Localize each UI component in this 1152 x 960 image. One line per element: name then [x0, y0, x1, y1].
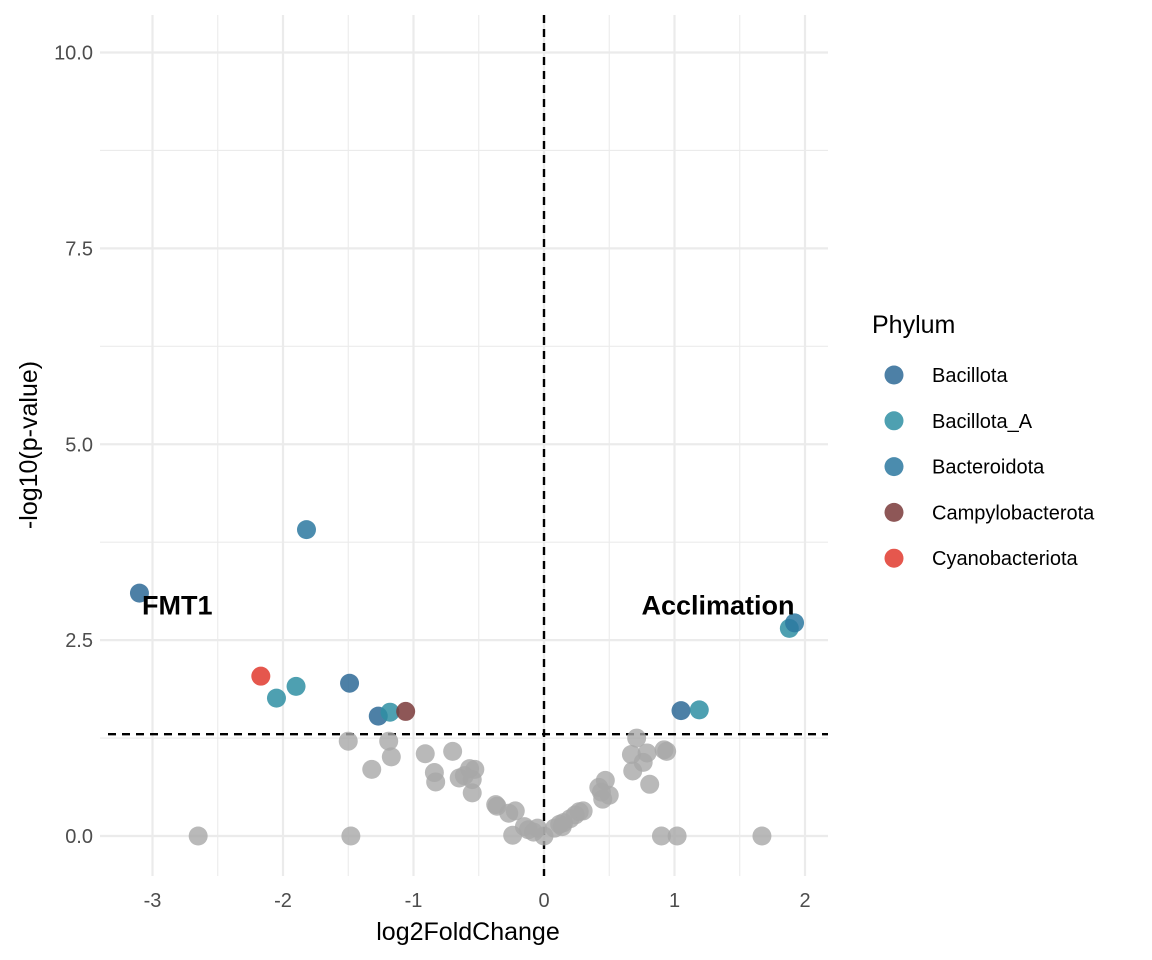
- y-tick-label: 10.0: [54, 43, 93, 65]
- point-bacillota-a: [689, 700, 709, 720]
- nonsignificant-point: [188, 826, 208, 846]
- point-bacillota-a: [380, 702, 400, 722]
- nonsignificant-point: [462, 783, 482, 803]
- point-bacteroidota: [785, 613, 805, 633]
- legend-key-bacillota-a: [884, 411, 904, 431]
- y-tick-label: 0.0: [65, 826, 93, 848]
- nonsignificant-point: [465, 759, 485, 779]
- nonsignificant-point: [362, 759, 382, 779]
- legend-label-campylobacterota: Campylobacterota: [932, 502, 1095, 524]
- annotations: FMT1 Acclimation: [142, 591, 795, 621]
- point-bacillota-a: [286, 676, 306, 696]
- x-axis-title: log2FoldChange: [376, 918, 559, 946]
- legend-label-cyanobacteriota: Cyanobacteriota: [932, 548, 1079, 570]
- y-tick-label: 2.5: [65, 630, 93, 652]
- x-tick-label: -3: [144, 890, 162, 912]
- nonsignificant-point: [637, 743, 657, 763]
- nonsignificant-point: [379, 731, 399, 751]
- threshold-lines: [108, 15, 828, 876]
- point-bacillota: [129, 583, 149, 603]
- y-tick-label: 5.0: [65, 434, 93, 456]
- nonsignificant-point: [595, 770, 615, 790]
- point-cyanobacteriota: [251, 666, 271, 686]
- point-bacillota: [340, 673, 360, 693]
- nonsignificant-point: [573, 801, 593, 821]
- nonsignificant-point: [338, 731, 358, 751]
- point-bacteroidota: [296, 520, 316, 540]
- axis-tick-labels: -3 -2 -1 0 1 2 0.0 2.5 5.0 7.5 10.0: [54, 43, 811, 913]
- legend-label-bacillota: Bacillota: [932, 365, 1008, 387]
- legend-label-bacteroidota: Bacteroidota: [932, 457, 1045, 479]
- grid-lines: [100, 15, 828, 876]
- nonsignificant-point: [443, 741, 463, 761]
- nonsignificant-point: [381, 747, 401, 767]
- point-bacillota: [671, 701, 691, 721]
- nonsignificant-point: [627, 728, 647, 748]
- nonsignificant-point: [341, 826, 361, 846]
- x-tick-label: -2: [274, 890, 292, 912]
- nonsignificant-point: [505, 801, 525, 821]
- legend-key-bacillota: [884, 365, 904, 385]
- nonsignificant-point: [599, 785, 619, 805]
- x-tick-label: 2: [799, 890, 810, 912]
- annotation-acclimation: Acclimation: [642, 591, 795, 621]
- point-bacillota-a: [266, 688, 286, 708]
- nonsignificant-point: [415, 744, 435, 764]
- nonsignificant-point: [752, 826, 772, 846]
- point-campylobacterota: [396, 701, 416, 721]
- legend-label-bacillota-a: Bacillota_A: [932, 411, 1033, 433]
- legend: Phylum Bacillota Bacillota_A Bacteroidota C…: [872, 311, 1095, 570]
- nonsignificant-point: [657, 741, 677, 761]
- legend-key-bacteroidota: [884, 457, 904, 477]
- annotation-fmt1: FMT1: [142, 591, 213, 621]
- legend-title: Phylum: [872, 311, 955, 339]
- x-tick-label: 0: [538, 890, 549, 912]
- nonsignificant-point: [640, 774, 660, 794]
- data-points: [129, 520, 805, 846]
- nonsignificant-point: [667, 826, 687, 846]
- y-tick-label: 7.5: [65, 238, 93, 260]
- nonsignificant-point: [651, 826, 671, 846]
- y-axis-title: -log10(p-value): [15, 361, 43, 529]
- x-tick-label: -1: [405, 890, 423, 912]
- legend-key-cyanobacteriota: [884, 548, 904, 568]
- legend-key-campylobacterota: [884, 502, 904, 522]
- x-tick-label: 1: [669, 890, 680, 912]
- nonsignificant-point: [426, 772, 446, 792]
